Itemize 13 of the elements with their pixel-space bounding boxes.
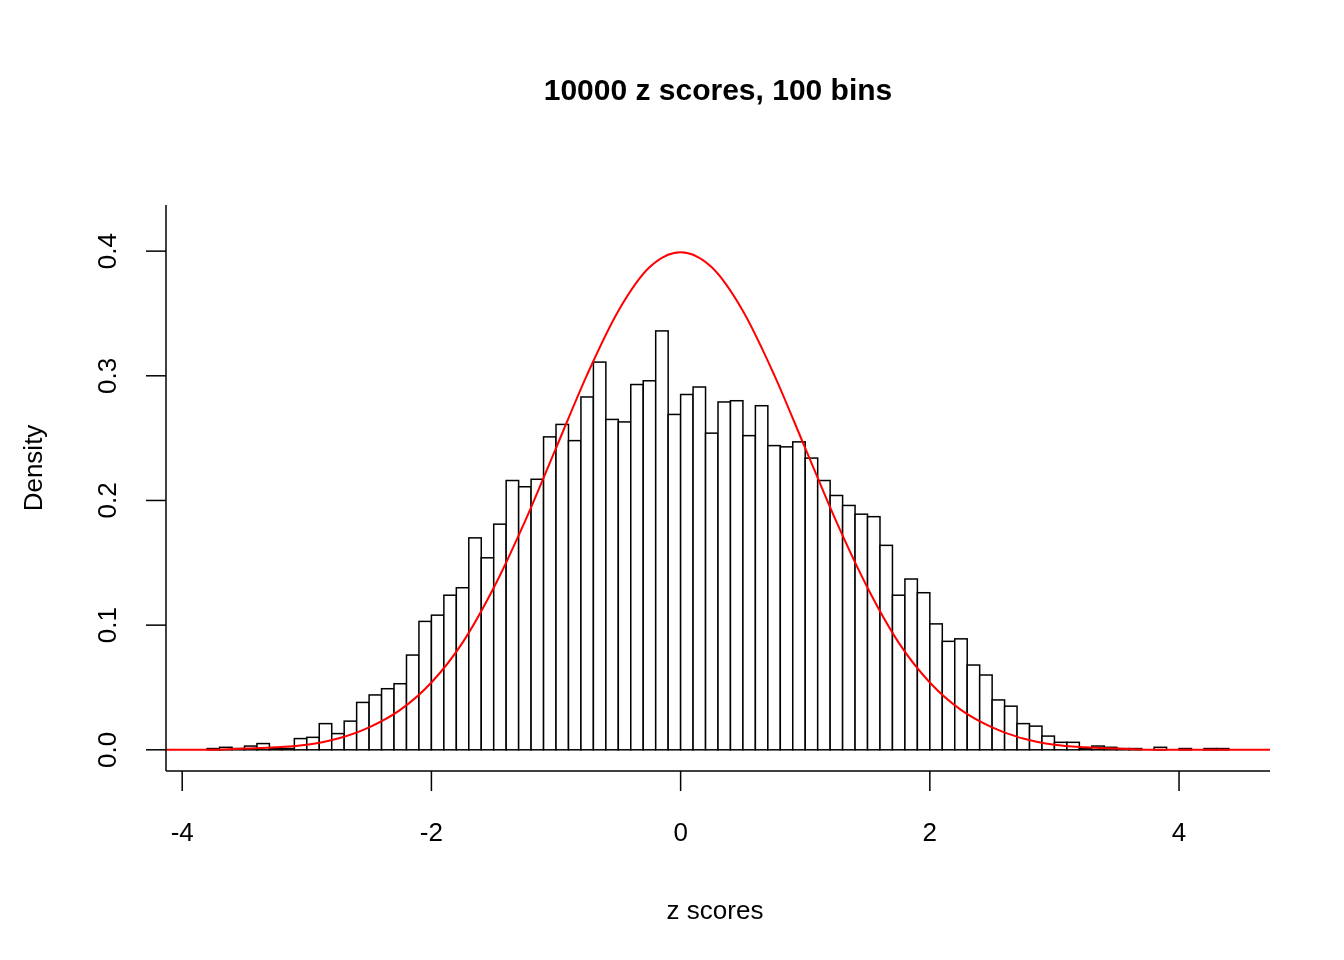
x-tick-label: -4	[170, 817, 194, 847]
y-tick-label: 0.4	[92, 233, 122, 270]
x-tick-label: -2	[419, 817, 443, 847]
x-tick-label: 0	[673, 817, 688, 847]
y-axis-title: Density	[18, 424, 48, 512]
y-tick-label: 0.3	[92, 357, 122, 394]
chart-title: 10000 z scores, 100 bins	[543, 73, 893, 106]
y-tick-label: 0.0	[92, 731, 122, 768]
y-tick-label: 0.1	[92, 607, 122, 644]
y-tick-label: 0.2	[92, 482, 122, 519]
x-axis-title: z scores	[666, 895, 764, 925]
x-tick-label: 2	[922, 817, 938, 847]
x-tick-label: 4	[1171, 817, 1187, 847]
